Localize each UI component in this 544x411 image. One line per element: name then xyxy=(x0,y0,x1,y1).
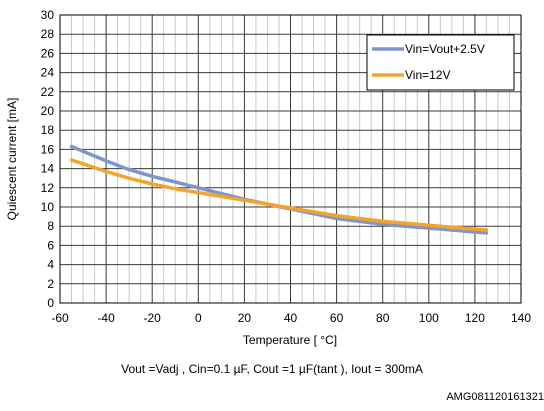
y-tick-label: 14 xyxy=(41,162,55,176)
y-tick-label: 0 xyxy=(47,296,54,310)
x-tick-label: 40 xyxy=(284,311,298,325)
x-axis-label: Temperature [ °C] xyxy=(243,333,337,347)
y-tick-label: 8 xyxy=(47,219,54,233)
y-tick-label: 28 xyxy=(41,27,55,41)
x-tick-label: 0 xyxy=(195,311,202,325)
legend-label-2: Vin=12V xyxy=(405,68,451,82)
test-conditions-caption: Vout =Vadj , Cin=0.1 µF, Cout =1 µF(tant… xyxy=(121,362,423,376)
x-tick-label: 80 xyxy=(376,311,390,325)
legend-label-1: Vin=Vout+2.5V xyxy=(405,42,485,56)
y-tick-label: 18 xyxy=(41,123,55,137)
y-tick-label: 30 xyxy=(41,8,55,22)
y-tick-label: 6 xyxy=(47,238,54,252)
y-tick-label: 10 xyxy=(41,200,55,214)
legend: Vin=Vout+2.5V Vin=12V xyxy=(366,34,515,91)
x-tick-label: 140 xyxy=(511,311,531,325)
y-tick-label: 26 xyxy=(41,46,55,60)
x-tick-label: 20 xyxy=(238,311,252,325)
y-axis-label: Quiescent current [mA] xyxy=(5,98,19,221)
y-tick-label: 24 xyxy=(41,66,55,80)
x-tick-label: 60 xyxy=(330,311,344,325)
series-line-2 xyxy=(69,158,489,232)
y-tick-label: 16 xyxy=(41,142,55,156)
y-tick-label: 22 xyxy=(41,85,55,99)
y-tick-label: 12 xyxy=(41,181,55,195)
y-tick-label: 2 xyxy=(47,277,54,291)
x-tick-label: -20 xyxy=(144,311,162,325)
y-tick-label: 4 xyxy=(47,258,54,272)
series-lines xyxy=(69,144,489,235)
x-tick-label: 120 xyxy=(465,311,485,325)
figure-code: AMG081120161321 xyxy=(446,391,544,403)
x-tick-label: -60 xyxy=(51,311,69,325)
x-tick-label: 100 xyxy=(419,311,439,325)
x-tick-labels: -60 -40 -20 0 20 40 60 80 100 120 140 xyxy=(51,311,531,325)
plot-frame xyxy=(59,14,522,304)
legend-box xyxy=(366,34,515,91)
minor-gridlines xyxy=(71,15,510,303)
x-tick-label: -40 xyxy=(97,311,115,325)
y-tick-label: 20 xyxy=(41,104,55,118)
